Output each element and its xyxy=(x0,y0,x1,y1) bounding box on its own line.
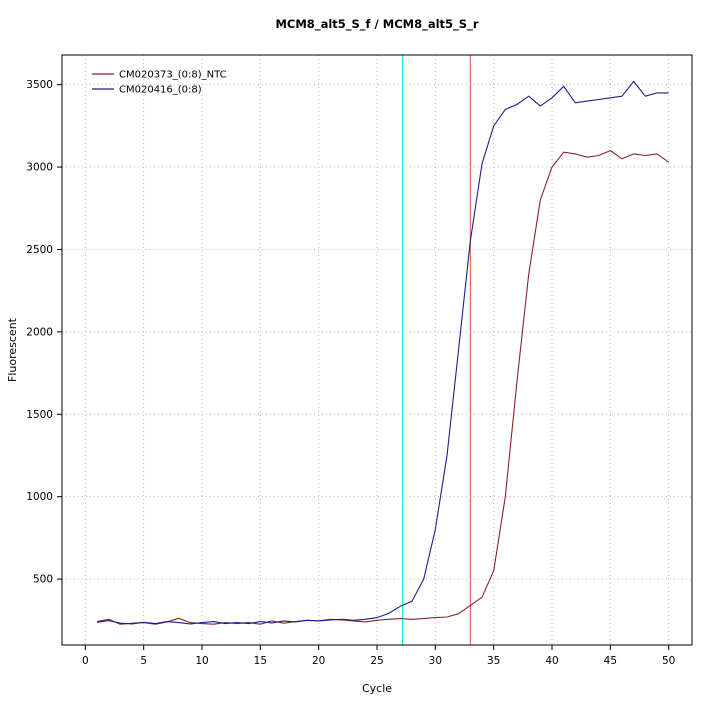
legend-label: CM020416_(0:8) xyxy=(119,85,202,96)
y-tick-label: 500 xyxy=(33,574,53,586)
x-tick-label: 10 xyxy=(195,655,208,667)
y-tick-label: 3000 xyxy=(26,162,53,174)
x-tick-label: 5 xyxy=(140,655,147,667)
y-tick-label: 1500 xyxy=(26,409,53,421)
y-tick-label: 3500 xyxy=(26,79,53,91)
y-axis-label: Fluorescent xyxy=(6,317,19,382)
x-tick-label: 40 xyxy=(545,655,558,667)
x-tick-label: 0 xyxy=(82,655,89,667)
series-curve-1 xyxy=(96,80,669,625)
x-tick-label: 30 xyxy=(429,655,442,667)
x-tick-label: 50 xyxy=(662,655,675,667)
series-curve-0 xyxy=(96,150,670,625)
x-tick-label: 25 xyxy=(370,655,383,667)
chart-title: MCM8_alt5_S_f / MCM8_alt5_S_r xyxy=(275,17,478,32)
y-tick-label: 2000 xyxy=(26,326,53,338)
x-tick-label: 15 xyxy=(254,655,267,667)
x-tick-label: 20 xyxy=(312,655,325,667)
y-tick-label: 2500 xyxy=(26,244,53,256)
x-tick-label: 45 xyxy=(604,655,617,667)
y-tick-label: 1000 xyxy=(26,491,53,503)
legend-label: CM020373_(0:8)_NTC xyxy=(119,70,227,81)
x-tick-label: 35 xyxy=(487,655,500,667)
x-axis-label: Cycle xyxy=(362,682,392,695)
